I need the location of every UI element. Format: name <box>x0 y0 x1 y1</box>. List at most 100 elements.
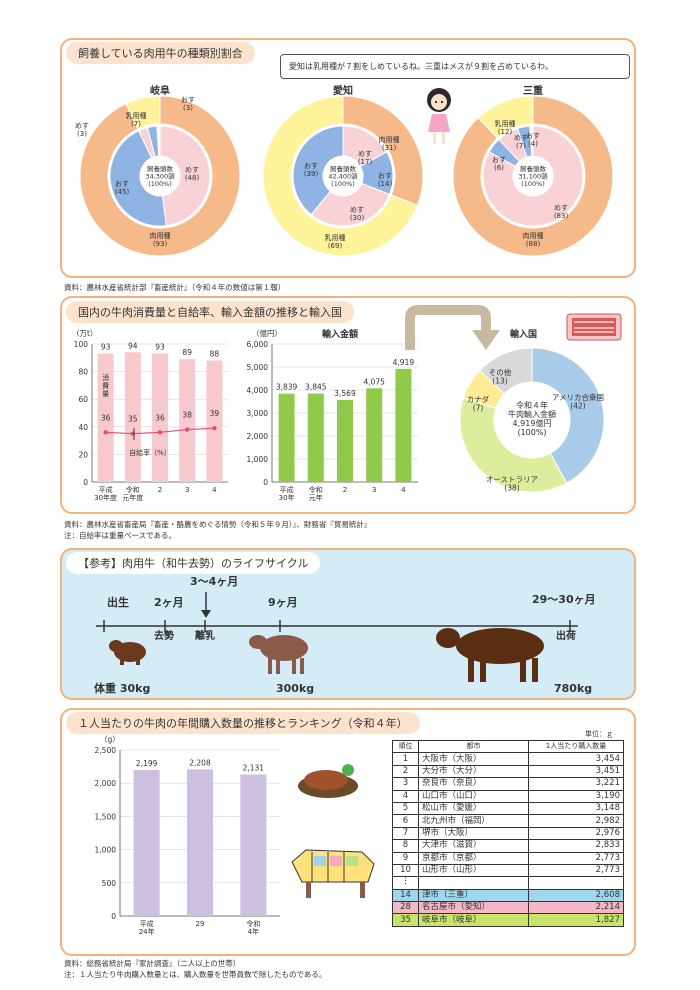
y-tick-label: 2,000 <box>95 779 117 788</box>
pie-slice <box>531 347 605 484</box>
y-tick-label: 1,000 <box>95 846 117 855</box>
x-tick-label: 令和元年度 <box>122 485 143 502</box>
pie-slice-label: カナダ(7) <box>467 394 490 413</box>
inner-slice-label: めす(17) <box>358 150 373 166</box>
bar-value-label: 93 <box>101 343 111 352</box>
consumption-label: 消費量 <box>102 373 109 398</box>
cow-cuts-illustration <box>291 849 375 898</box>
y-tick-label: 2,000 <box>247 432 269 441</box>
stage-3-4months: 3～4ヶ月 <box>190 575 239 588</box>
self-sufficiency-label: 39 <box>210 409 220 418</box>
outer-slice-label: 乳用種(7) <box>126 111 147 128</box>
outer-slice-label: 乳用種(12) <box>495 119 516 136</box>
y-tick-label: 20 <box>78 450 88 459</box>
y-tick-label: 6,000 <box>247 340 269 349</box>
col-amount: 1人当たり購入数量 <box>528 739 624 754</box>
outer-dairy-slice <box>477 95 534 139</box>
y-tick-label: 40 <box>78 423 88 432</box>
self-sufficiency-label: 36 <box>155 413 165 422</box>
col-city: 都市 <box>418 739 529 754</box>
donut-title: 愛知 <box>333 84 353 97</box>
table-row: 3 奈良市（奈良） 3,221 <box>392 777 624 791</box>
x-tick-label: 平成 30年度 <box>94 485 117 502</box>
pie-slice-label: アメリカ合衆国(42) <box>552 392 604 411</box>
young-cow-illustration <box>249 635 308 674</box>
speech-bubble: 愛知は乳用種が７割をしめているね。三重はメスが９割を占めているわ。 <box>280 54 630 79</box>
bar <box>133 769 160 916</box>
bar-value-label: 3,839 <box>276 383 298 392</box>
table-row: 4 山口市（山口） 3,190 <box>392 789 624 803</box>
table-row: ︙ <box>392 876 624 890</box>
col-rank: 順位 <box>392 739 419 754</box>
y-tick-label: 60 <box>78 395 88 404</box>
donut-center <box>513 156 553 196</box>
pie-slice-label: オーストラリア(38) <box>486 475 538 493</box>
outer-beef-slice <box>452 95 614 257</box>
inner-slice-label: おす(4) <box>526 132 540 148</box>
bar-value-label: 89 <box>182 348 192 357</box>
inner-slice-label: めす(48) <box>185 166 200 182</box>
y-tick-label: 80 <box>78 368 88 377</box>
table-row-gifu: 35 岐阜市（岐阜） 1,827 <box>392 913 624 927</box>
self-sufficiency-line <box>105 427 215 435</box>
bar <box>366 388 383 482</box>
y-tick-label: 1,000 <box>247 455 269 464</box>
outer-slice-label: 肉用種(93) <box>150 231 171 248</box>
table-header-row: 順位 都市 1人当たり購入数量 <box>392 739 624 754</box>
self-sufficiency-label: 36 <box>101 413 111 422</box>
weight-shipping: 780kg <box>554 682 593 695</box>
inner-slice-label: おす(6) <box>492 156 506 172</box>
bar-value-label: 4,075 <box>363 377 385 386</box>
section3-title: 【参考】肉用牛（和牛去勢）のライフサイクル <box>66 552 321 574</box>
section4-note: 注：１人当たり牛肉購入数量とは、購入数量を世帯員数で除したものである。 <box>64 970 327 979</box>
inner-slice-label: めす(83) <box>554 204 569 220</box>
stage-shipping: 出荷 <box>556 631 576 642</box>
table-row: 1 大阪市（大阪） 3,454 <box>392 752 624 766</box>
bar-value-label: 2,208 <box>189 758 211 767</box>
self-sufficiency-caption: 自給率（%） <box>129 448 171 457</box>
x-tick-label: 平成 24年 <box>139 919 155 936</box>
x-tick-label: 29 <box>196 920 205 928</box>
stage-weaning: 離乳 <box>195 631 215 642</box>
donut-center-label: 飼養頭数 31,100頭(100%) <box>518 164 548 188</box>
import-amount-chart: 0 1,000 2,000 3,000 4,000 5,000 6,000 （億円） 3,839… <box>247 328 418 502</box>
girl-illustration <box>427 88 451 144</box>
x-tick-label: 3 <box>372 486 376 494</box>
outer-dairy-slice <box>125 95 161 130</box>
outer-slice-label: 肉用種(88) <box>523 231 544 248</box>
section4-source: 資料：総務省統計局『家計調査』（二人以上の世帯） <box>64 959 241 968</box>
inner-slice-label: おす(45) <box>115 180 130 196</box>
y-axis-label: （億円） <box>252 328 282 338</box>
bar <box>240 774 267 916</box>
inner-slice-label: めす(7) <box>514 134 528 150</box>
self-sufficiency-label: 35 <box>128 415 138 424</box>
bar-value-label: 2,199 <box>136 759 158 768</box>
bar <box>307 393 324 482</box>
table-row-mie: 14 津市（三重） 2,608 <box>392 888 624 903</box>
bar-value-label: 88 <box>210 350 220 359</box>
consumption-chart: 0 20 40 60 80 100 （万t） 93 平成 30年度 94 令和元年度 93 2 89 3 88 4… <box>72 329 228 502</box>
x-tick-label: 2 <box>343 486 347 494</box>
x-tick-label: 平成 30年 <box>279 485 295 502</box>
stage-9months: 9ヶ月 <box>268 596 298 609</box>
bar-value-label: 94 <box>128 341 138 350</box>
section1-title: 飼養している肉用牛の種類別割合 <box>66 42 255 64</box>
y-tick-label: 4,000 <box>247 386 269 395</box>
donut-title: 三重 <box>523 84 543 97</box>
inner-slice-label: おす(14) <box>378 172 393 188</box>
y-tick-label: 0 <box>263 478 268 487</box>
inner-slice-label: おす(39) <box>304 162 319 178</box>
x-tick-label: 令和元年 <box>309 485 323 502</box>
pie-center-label: 令和４年牛肉輸入金額 4,919億円(100%) <box>508 400 556 437</box>
lifecycle-timeline <box>96 592 578 632</box>
donut-center <box>323 156 363 196</box>
import-country-pie: アメリカ合衆国(42) オーストラリア(38) カナダ(7) その他(13) 令和４年牛… <box>459 347 605 493</box>
y-tick-label: 2,500 <box>95 746 117 755</box>
x-tick-label: 4 <box>212 486 217 494</box>
section4-title: １人当たりの牛肉の年間購入数量の推移とランキング（令和４年） <box>66 712 420 734</box>
bar <box>97 353 114 482</box>
steak-illustration <box>298 764 358 798</box>
outer-slice-label: 乳用種(69) <box>325 233 346 250</box>
x-tick-label: 2 <box>158 486 162 494</box>
